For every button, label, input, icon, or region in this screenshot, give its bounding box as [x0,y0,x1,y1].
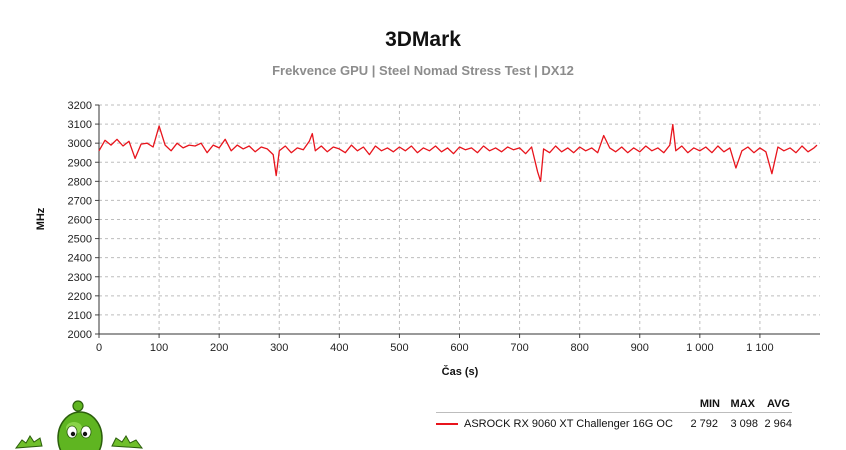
x-tick-label: 100 [150,342,168,354]
legend-avg-value: 2 964 [764,418,792,430]
green-mascot-icon [14,400,144,450]
y-tick-label: 2300 [68,272,92,284]
legend-row: ASROCK RX 9060 XT Challenger 16G OC 2 79… [436,413,792,435]
y-tick-label: 2700 [68,195,92,207]
legend-min-value: 2 792 [690,418,718,430]
legend-col-avg: AVG [766,398,790,410]
x-tick-label: 200 [210,342,228,354]
y-tick-label: 2200 [68,291,92,303]
legend-series-name: ASROCK RX 9060 XT Challenger 16G OC [464,418,673,430]
chart-subtitle: Frekvence GPU | Steel Nomad Stress Test … [272,63,574,78]
series-line [98,123,818,182]
legend-col-min: MIN [699,398,720,410]
y-tick-labels: 2000 2100 2200 2300 2400 2500 2600 2700 2800 2900… [68,100,92,341]
x-tick-label: 300 [270,342,288,354]
x-tick-label: 700 [510,342,528,354]
y-tick-label: 2900 [68,157,92,169]
x-tick-label: 1 100 [746,342,774,354]
y-tick-label: 2800 [68,176,92,188]
y-tick-label: 2100 [68,310,92,322]
x-tick-label: 400 [330,342,348,354]
x-tick-label: 1 000 [686,342,714,354]
legend-col-max: MAX [730,398,755,410]
legend: MIN MAX AVG ASROCK RX 9060 XT Challenger… [436,396,792,435]
legend-header: MIN MAX AVG [436,396,792,412]
y-axis-label: MHz [35,207,47,230]
y-tick-label: 2500 [68,234,92,246]
y-tick-label: 2400 [68,253,92,265]
axes [95,104,820,338]
y-tick-label: 2600 [68,215,92,227]
y-tick-label: 3100 [68,119,92,131]
grid [98,104,820,335]
series-lines [98,123,818,182]
line-chart: 2000210022002300240025002600270028002900… [35,100,820,378]
legend-max-value: 3 098 [730,418,758,430]
x-tick-labels: 0 100 200 300 400 500 600 700 800 900 1 000 1 100 [96,342,774,354]
legend-swatch [436,423,458,425]
x-tick-label: 900 [631,342,649,354]
x-tick-label: 600 [450,342,468,354]
y-tick-label: 3200 [68,100,92,112]
y-tick-label: 2000 [68,329,92,341]
x-axis-label: Čas (s) [442,365,479,378]
chart-title: 3DMark [385,28,461,51]
x-tick-label: 0 [96,342,102,354]
y-tick-label: 3000 [68,138,92,150]
x-tick-label: 500 [390,342,408,354]
legend-divider [436,412,792,413]
x-tick-label: 800 [570,342,588,354]
